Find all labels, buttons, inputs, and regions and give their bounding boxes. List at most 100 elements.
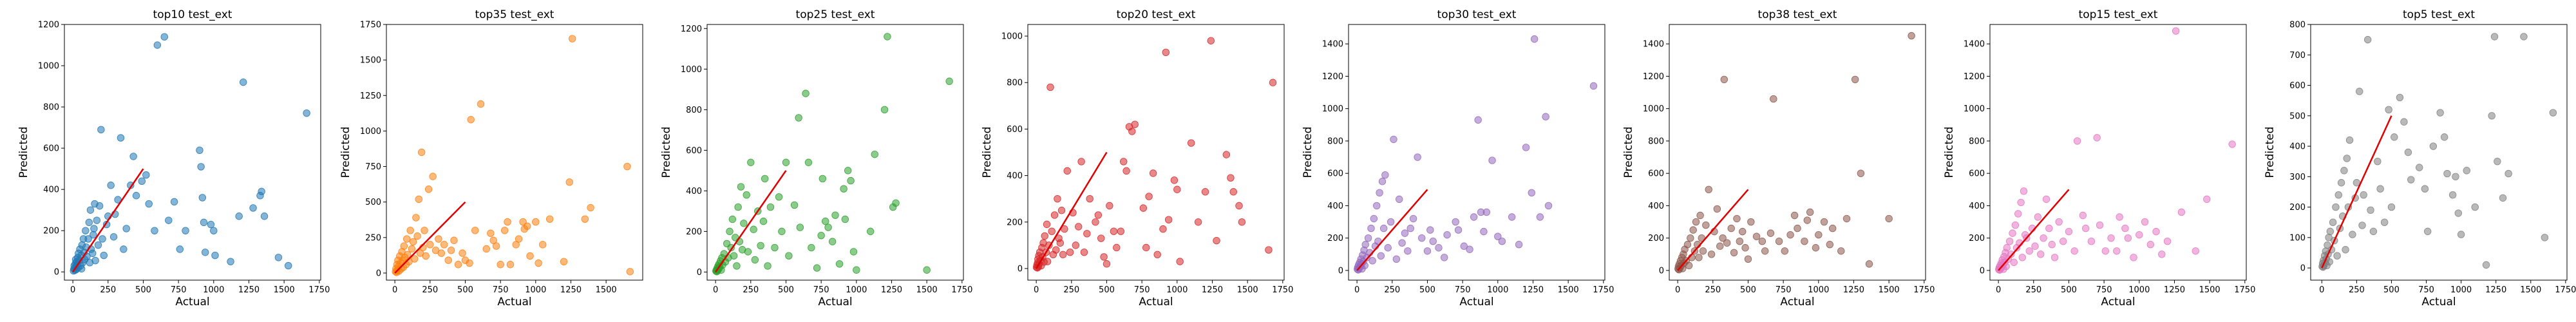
y-tick-label: 1000	[1643, 104, 1664, 114]
scatter-point	[422, 252, 430, 260]
y-tick-label: 1200	[38, 21, 59, 30]
y-tick-label: 400	[1969, 202, 1985, 211]
scatter-point	[1689, 226, 1697, 234]
x-axis-label: Actual	[497, 296, 531, 308]
x-tick-label: 1750	[1913, 285, 1935, 295]
scatter-point	[1470, 213, 1478, 221]
scatter-point	[1392, 255, 1401, 263]
y-tick-label: 1500	[360, 56, 381, 66]
scatter-point	[1528, 189, 1535, 197]
y-axis-label: Predicted	[1943, 127, 1956, 178]
x-tick-label: 1500	[2199, 285, 2221, 295]
scatter-point	[409, 238, 417, 246]
scatter-point	[1113, 243, 1121, 252]
scatter-point	[1828, 224, 1837, 232]
scatter-point	[2018, 254, 2026, 261]
scatter-point	[2482, 261, 2490, 269]
scatter-point	[1387, 218, 1395, 226]
x-axis-label: Actual	[818, 296, 852, 308]
scatter-point	[207, 220, 215, 229]
scatter-point	[1094, 211, 1103, 219]
scatter-point	[2141, 218, 2149, 226]
x-axis-label: Actual	[1780, 296, 1814, 308]
scatter-point	[2163, 237, 2172, 245]
y-tick-label: 0	[376, 269, 381, 278]
scatter-point	[1815, 231, 1823, 239]
x-tick-label: 1000	[2128, 285, 2150, 295]
scatter-point	[1508, 213, 1516, 221]
x-tick-label: 1500	[916, 285, 938, 295]
scatter-point	[2490, 33, 2499, 41]
scatter-point	[1370, 214, 1378, 223]
scatter-point	[2096, 221, 2104, 229]
scatter-point	[1713, 205, 1721, 213]
chart-title: top35 test_ext	[475, 8, 554, 21]
scatter-point	[2203, 195, 2211, 204]
scatter-point	[1851, 75, 1859, 84]
scatter-point	[2050, 254, 2059, 261]
scatter-point	[1435, 244, 1443, 252]
scatter-point	[210, 227, 218, 234]
reference-line	[2321, 115, 2392, 269]
x-tick-label: 1500	[1558, 285, 1579, 295]
x-tick-label: 250	[2025, 285, 2041, 295]
x-tick-label: 0	[392, 285, 397, 295]
scatter-point	[2342, 246, 2349, 254]
y-axis-label: Predicted	[660, 127, 673, 178]
scatter-point	[1790, 211, 1799, 220]
y-tick-label: 0	[1018, 264, 1023, 274]
x-axis-label: Actual	[2421, 296, 2456, 308]
scatter-point	[841, 215, 849, 223]
scatter-point	[2423, 227, 2432, 236]
scatter-point	[437, 249, 445, 257]
scatter-point	[1423, 247, 1432, 255]
scatter-point	[94, 241, 102, 249]
y-tick-label: 800	[43, 103, 59, 113]
scatter-point	[1153, 251, 1161, 259]
scatter-point	[82, 227, 90, 234]
subplot-7: top15 test_ext 0 250 500 750 1000 1250 1500 1750…	[1943, 8, 2255, 308]
scatter-point	[1865, 260, 1873, 268]
scatter-point	[1696, 211, 1704, 220]
x-tick-label: 1250	[1522, 285, 1544, 295]
scatter-point	[1110, 227, 1118, 235]
subplot-2: top35 test_ext 0 250 500 750 1000 1250 1500 0 250…	[339, 8, 643, 308]
scatter-point	[2345, 136, 2354, 144]
scatter-point	[1176, 258, 1184, 265]
scatter-point	[1730, 249, 1738, 256]
scatter-point	[417, 148, 426, 156]
x-tick-label: 0	[2319, 285, 2324, 295]
scatter-point	[2130, 254, 2137, 261]
scatter-point	[1379, 224, 1388, 232]
scatter-point	[866, 227, 875, 236]
scatter-point	[2387, 203, 2396, 211]
scatter-point	[1723, 239, 1731, 247]
scatter-point	[2025, 247, 2033, 255]
scatter-point	[482, 245, 490, 253]
scatter-point	[2158, 251, 2166, 258]
scatter-point	[1695, 254, 1703, 261]
scatter-point	[1122, 167, 1130, 175]
scatter-point	[581, 215, 589, 223]
scatter-point	[2040, 234, 2047, 242]
y-tick-label: 600	[43, 144, 59, 154]
y-tick-label: 1000	[1322, 104, 1343, 114]
y-tick-label: 250	[365, 233, 381, 243]
scatter-point	[1589, 82, 1598, 90]
x-tick-label: 0	[1675, 285, 1680, 295]
scatter-point	[1404, 247, 1412, 255]
scatter-point	[2436, 109, 2444, 117]
scatter-point	[2334, 191, 2342, 199]
x-tick-label: 1250	[2485, 285, 2506, 295]
y-tick-label: 200	[1648, 234, 1664, 243]
y-tick-label: 200	[43, 227, 59, 236]
scatter-point	[730, 252, 738, 260]
scatter-point	[1390, 135, 1397, 144]
scatter-point	[515, 235, 523, 243]
scatter-point	[761, 175, 769, 183]
scatter-point	[1747, 218, 1755, 226]
scatter-point	[2082, 224, 2090, 232]
y-tick-label: 600	[2289, 81, 2306, 91]
scatter-point	[2471, 203, 2479, 211]
x-tick-label: 750	[493, 285, 509, 295]
